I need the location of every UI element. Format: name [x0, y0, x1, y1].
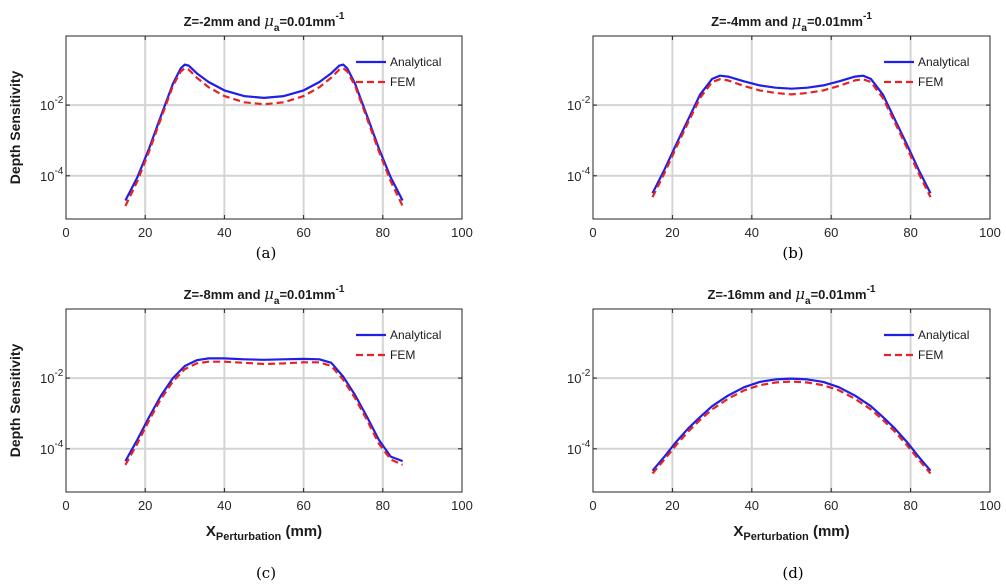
subplot-title: Z=-8mm and μa=0.01mm-1 — [184, 284, 345, 307]
legend-label-analytical: Analytical — [390, 328, 441, 342]
x-axis-label: XPerturbation (mm) — [206, 523, 322, 543]
x-tick-label: 100 — [979, 498, 1001, 513]
axes-box — [592, 308, 991, 493]
panel-caption: (a) — [256, 244, 277, 262]
y-axis-label: Depth Sensitivity — [7, 344, 23, 458]
x-tick-label: 40 — [217, 498, 231, 513]
subplot-3: 0 20 40 60 80 100 10-2 10-4 Z=-8mm and μa=0.01mm… — [7, 284, 473, 582]
y-tick-label: 10-4 — [567, 166, 591, 184]
series-line-analytical — [124, 63, 404, 202]
x-tick-label: 20 — [138, 498, 152, 513]
series-line-fem — [651, 380, 932, 475]
x-tick-label: 100 — [451, 225, 473, 240]
plot-area — [593, 36, 990, 219]
series-line-analytical — [651, 377, 932, 472]
y-tick-label: 10-4 — [567, 439, 591, 457]
x-tick-label: 20 — [665, 498, 679, 513]
x-tick-label: 80 — [903, 498, 917, 513]
x-tick-label: 60 — [296, 225, 310, 240]
subplot-1: 0 20 40 60 80 100 10-2 10-4 Z=-2mm and μa=0.01mm… — [7, 11, 473, 262]
legend-label-fem: FEM — [918, 75, 943, 89]
subplot-4: 0 20 40 60 80 100 10-2 10-4 Z=-16mm and μa=0.01m… — [567, 284, 1001, 582]
x-tick-label: 0 — [589, 498, 596, 513]
axes-box — [65, 35, 463, 220]
y-tick-label: 10-4 — [40, 439, 64, 457]
legend-label-analytical: Analytical — [918, 328, 969, 342]
legend-label-fem: FEM — [390, 75, 415, 89]
x-tick-label: 80 — [376, 498, 390, 513]
x-axis-label: XPerturbation (mm) — [733, 523, 849, 543]
x-tick-label: 60 — [296, 498, 310, 513]
x-tick-label: 60 — [824, 225, 838, 240]
legend-label-analytical: Analytical — [390, 55, 441, 69]
panel-caption: (b) — [782, 244, 803, 262]
subplot-title: Z=-2mm and μa=0.01mm-1 — [184, 11, 345, 34]
subplot-2: 0 20 40 60 80 100 10-2 10-4 Z=-4mm and μa=0.01mm… — [567, 11, 1001, 262]
x-tick-label: 0 — [62, 498, 69, 513]
axes-box — [592, 35, 991, 220]
x-tick-label: 100 — [979, 225, 1001, 240]
panel-caption: (c) — [256, 564, 276, 582]
y-tick-label: 10-2 — [40, 368, 64, 386]
subplot-title: Z=-16mm and μa=0.01mm-1 — [707, 284, 875, 307]
y-tick-label: 10-2 — [567, 95, 591, 113]
y-tick-label: 10-4 — [40, 166, 64, 184]
x-tick-label: 20 — [138, 225, 152, 240]
panel-caption: (d) — [782, 564, 803, 582]
x-tick-label: 80 — [903, 225, 917, 240]
y-tick-label: 10-2 — [40, 95, 64, 113]
x-tick-label: 40 — [745, 225, 759, 240]
x-tick-label: 100 — [451, 498, 473, 513]
legend-label-fem: FEM — [918, 348, 943, 362]
series-line-fem — [651, 78, 932, 198]
legend-label-analytical: Analytical — [918, 55, 969, 69]
x-tick-label: 0 — [62, 225, 69, 240]
x-tick-label: 40 — [217, 225, 231, 240]
series-line-fem — [124, 360, 404, 466]
series-line-analytical — [651, 74, 932, 194]
y-axis-label: Depth Sensitivity — [7, 71, 23, 185]
x-tick-label: 60 — [824, 498, 838, 513]
x-tick-label: 20 — [665, 225, 679, 240]
axes-box — [65, 308, 463, 493]
x-tick-label: 0 — [589, 225, 596, 240]
series-line-analytical — [124, 357, 403, 463]
x-tick-label: 80 — [376, 225, 390, 240]
y-tick-label: 10-2 — [567, 368, 591, 386]
subplot-title: Z=-4mm and μa=0.01mm-1 — [711, 11, 872, 34]
legend-label-fem: FEM — [390, 348, 415, 362]
x-tick-label: 40 — [745, 498, 759, 513]
